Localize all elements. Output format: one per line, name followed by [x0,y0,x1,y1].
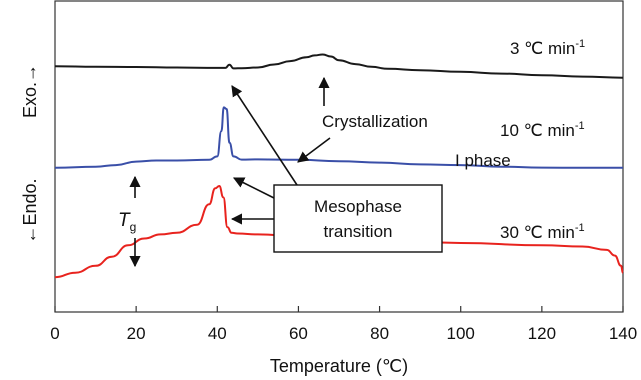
x-axis-ticks: 0 20 40 60 80 100 120 140 [50,306,637,343]
mesophase-arrow-blue [232,177,275,199]
rate-label-10-text: 10 ℃ min [500,121,575,140]
endo-label: ←Endo. [20,178,40,243]
tg-label: Tg [118,210,136,234]
rate-label-30: 30 ℃ min-1 [500,222,585,242]
rate-label-30-exp: -1 [575,222,585,234]
tg-letter: T [118,210,131,231]
series-layer [54,53,624,279]
x-tick-label: 140 [609,324,637,343]
crystallization-label: Crystallization [322,112,428,131]
x-tick-label: 40 [208,324,227,343]
exo-label: Exo.→ [20,64,40,118]
x-axis-title: Temperature (℃) [270,356,408,376]
rate-label-3: 3 ℃ min-1 [510,38,585,58]
series-line-30-c-per-min [54,185,624,279]
mesophase-arrow-black [231,85,298,186]
mesophase-line1: Mesophase [314,197,402,216]
i-phase-label: I phase [455,151,511,170]
plot-frame [54,0,624,313]
x-tick-label: 120 [528,324,556,343]
x-tick-label: 0 [50,324,59,343]
tg-subscript: g [130,220,137,234]
rate-label-3-exp: -1 [575,38,585,50]
rate-label-3-text: 3 ℃ min [510,39,575,58]
series-line-10-c-per-min [54,106,623,169]
x-tick-label: 20 [127,324,146,343]
mesophase-box [273,184,443,253]
x-tick-label: 60 [289,324,308,343]
rate-label-30-text: 30 ℃ min [500,223,575,242]
y-axis-title: ←Endo. Exo.→ [20,64,40,244]
x-tick-label: 80 [370,324,389,343]
i-phase-arrow [297,137,331,163]
rate-label-10: 10 ℃ min-1 [500,120,585,140]
series-line-3-c-per-min [54,53,624,79]
rate-label-10-exp: -1 [575,120,585,132]
mesophase-line2: transition [324,222,393,241]
x-tick-label: 100 [447,324,475,343]
